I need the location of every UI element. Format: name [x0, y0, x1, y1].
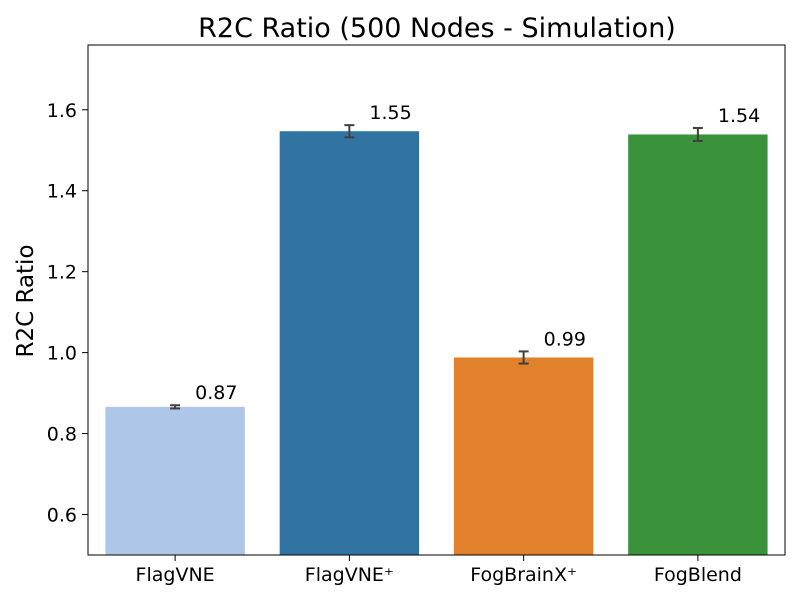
plot-frame	[87, 44, 786, 556]
bar-1	[279, 131, 420, 555]
bars-group	[105, 131, 768, 555]
bar-0	[105, 406, 245, 555]
x-tick-label-2: FogBrainX⁺	[470, 564, 577, 586]
data-label-0: 0.87	[195, 382, 237, 404]
data-labels-group: 0.87 1.55 0.99 1.54	[195, 102, 760, 404]
y-axis: 0.6 0.8 1.0 1.2 1.4 1.6	[47, 100, 88, 527]
y-tick-label-1: 0.8	[47, 424, 77, 446]
error-bar-3	[692, 126, 703, 142]
y-tick-label-2: 1.0	[47, 343, 77, 365]
y-tick-label-5: 1.6	[47, 100, 77, 122]
bar-2	[453, 357, 594, 555]
x-tick-label-1: FlagVNE⁺	[305, 564, 394, 586]
x-axis: FlagVNE FlagVNE⁺ FogBrainX⁺ FogBlend	[136, 555, 742, 586]
x-tick-label-0: FlagVNE	[136, 564, 215, 586]
y-axis-label: R2C Ratio	[13, 244, 39, 357]
y-tick-label-3: 1.2	[47, 262, 77, 284]
error-bar-2	[518, 350, 529, 365]
chart-title: R2C Ratio (500 Nodes - Simulation)	[198, 13, 676, 44]
bar-3	[628, 134, 768, 555]
error-bar-1	[344, 124, 355, 139]
x-tick-label-3: FogBlend	[654, 564, 742, 586]
error-bar-0	[170, 404, 181, 410]
y-tick-label-0: 0.6	[47, 505, 77, 527]
y-tick-label-4: 1.4	[47, 181, 77, 203]
data-label-3: 1.54	[718, 105, 760, 127]
error-bars-group	[170, 124, 703, 410]
data-label-2: 0.99	[544, 328, 586, 350]
data-label-1: 1.55	[369, 102, 411, 124]
